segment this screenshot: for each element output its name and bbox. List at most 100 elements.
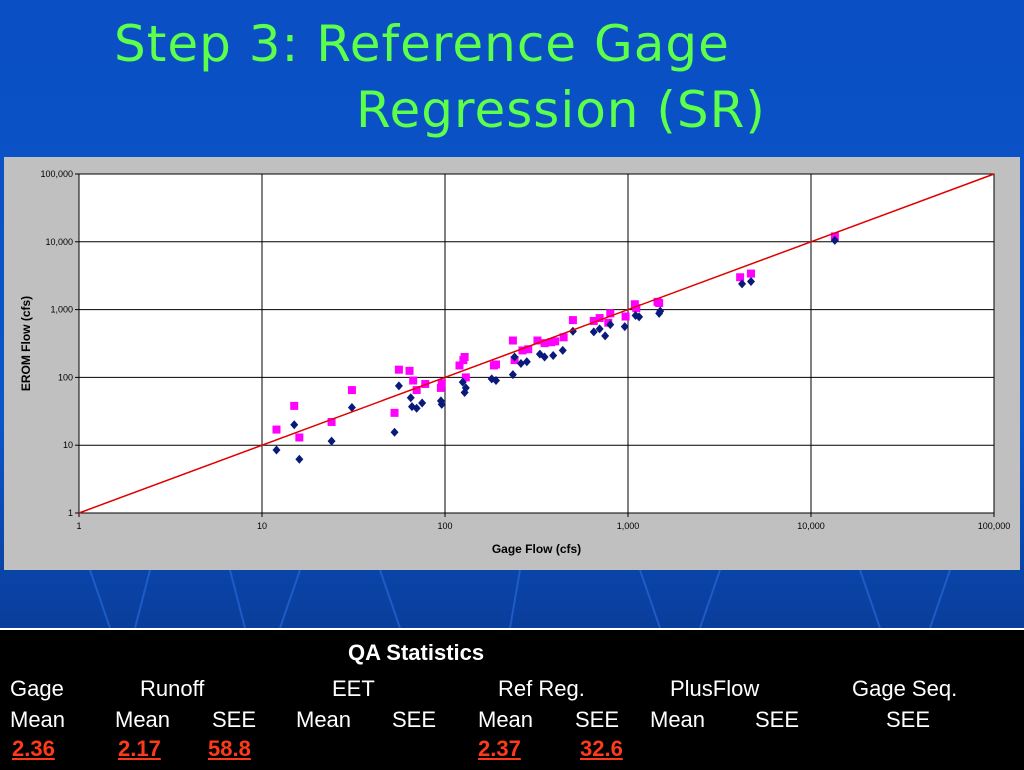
data-point-square [746, 269, 755, 278]
data-point-diamond [635, 312, 644, 322]
y-tick-label: 10,000 [45, 237, 73, 247]
data-point-diamond [412, 403, 421, 413]
data-point-square [412, 386, 421, 395]
group-runoff: Runoff [140, 676, 205, 701]
data-point-diamond [347, 402, 356, 412]
data-point-square [533, 336, 542, 345]
sub-gageseq-see: SEE [886, 707, 931, 732]
y-tick-label: 1,000 [50, 305, 73, 315]
sub-eet-see: SEE [392, 707, 437, 732]
data-point-square [595, 314, 604, 323]
scatter-chart: 1 10 100 1,000 10,000 100,000 1 10 100 1,000 10,00… [19, 169, 1011, 556]
group-gage: Gage [10, 676, 64, 701]
data-point-square [409, 376, 418, 385]
data-point-diamond [508, 370, 517, 380]
data-point-square [736, 273, 745, 282]
data-point-square [589, 316, 598, 325]
data-point-diamond [272, 445, 281, 455]
x-tick-label: 100 [437, 521, 452, 531]
group-eet: EET [332, 676, 375, 701]
data-point-square [655, 299, 664, 308]
data-point-diamond [295, 454, 304, 464]
data-point-square [518, 346, 527, 355]
data-point-square [437, 379, 446, 388]
slide-title-line2: Regression (SR) [356, 81, 766, 139]
sub-runoff-see: SEE [212, 707, 257, 732]
data-point-square [327, 417, 336, 426]
data-point-square [295, 433, 304, 442]
x-tick-label: 10,000 [797, 521, 825, 531]
qa-title: QA Statistics [348, 640, 485, 665]
data-point-square [606, 309, 615, 318]
data-point-diamond [620, 322, 629, 332]
data-point-square [492, 360, 501, 369]
x-tick-label: 1,000 [617, 521, 640, 531]
y-tick-label: 10 [63, 440, 73, 450]
data-point-square [460, 352, 469, 361]
background-decoration [89, 570, 951, 628]
data-point-diamond [458, 377, 467, 387]
data-point-diamond [549, 351, 558, 361]
sub-refreg-mean: Mean [478, 707, 534, 732]
data-point-diamond [290, 420, 299, 430]
data-point-diamond [540, 352, 549, 362]
sub-refreg-see: SEE [575, 707, 620, 732]
data-point-square [508, 336, 517, 345]
sub-plusflow-mean: Mean [650, 707, 706, 732]
y-axis-label: EROM Flow (cfs) [19, 296, 33, 391]
data-point-square [559, 333, 568, 342]
x-tick-label: 100,000 [978, 521, 1011, 531]
data-point-diamond [601, 331, 610, 341]
value-refreg-mean: 2.37 [478, 736, 521, 761]
data-point-square [394, 365, 403, 374]
data-point-square [405, 366, 414, 375]
x-tick-label: 10 [257, 521, 267, 531]
value-runoff-see: 58.8 [208, 736, 251, 761]
data-point-diamond [558, 345, 567, 355]
data-point-diamond [406, 393, 415, 403]
data-point-square [568, 316, 577, 325]
slide-title-line1: Step 3: Reference Gage [114, 15, 730, 73]
data-point-square [524, 345, 533, 354]
data-point-diamond [656, 306, 665, 316]
sub-eet-mean: Mean [296, 707, 352, 732]
data-point-diamond [522, 357, 531, 367]
data-point-square [347, 386, 356, 395]
data-point-square [621, 312, 630, 321]
data-point-square [632, 304, 641, 313]
data-point-diamond [437, 399, 446, 409]
sub-gage-mean: Mean [10, 707, 66, 732]
data-point-diamond [327, 436, 336, 446]
data-point-diamond [390, 427, 399, 437]
y-tick-label: 1 [68, 508, 73, 518]
value-refreg-see: 32.6 [580, 736, 623, 761]
data-point-square [551, 337, 560, 346]
data-point-diamond [461, 383, 470, 393]
data-point-diamond [418, 398, 427, 408]
data-point-diamond [492, 376, 501, 386]
group-plusflow: PlusFlow [670, 676, 760, 701]
data-point-square [547, 338, 556, 347]
data-point-square [436, 383, 445, 392]
data-point-diamond [738, 279, 747, 289]
data-point-diamond [606, 320, 615, 330]
regression-line [78, 173, 995, 514]
sub-runoff-mean: Mean [115, 707, 171, 732]
value-runoff-mean: 2.17 [118, 736, 161, 761]
data-point-diamond [589, 327, 598, 337]
data-point-square [540, 339, 549, 348]
chart-panel: 1 10 100 1,000 10,000 100,000 1 10 100 1,000 10,00… [4, 157, 1020, 570]
data-point-diamond [516, 359, 525, 369]
y-tick-label: 100 [58, 372, 73, 382]
data-point-square [272, 425, 281, 434]
data-point-diamond [746, 276, 755, 286]
y-tick-label: 100,000 [40, 169, 73, 179]
data-point-diamond [510, 352, 519, 362]
x-tick-label: 1 [76, 521, 81, 531]
data-point-diamond [830, 235, 839, 245]
data-point-diamond [595, 324, 604, 334]
data-point-square [390, 408, 399, 417]
data-point-square [455, 361, 464, 370]
data-point-square [461, 373, 470, 382]
sub-plusflow-see: SEE [755, 707, 800, 732]
